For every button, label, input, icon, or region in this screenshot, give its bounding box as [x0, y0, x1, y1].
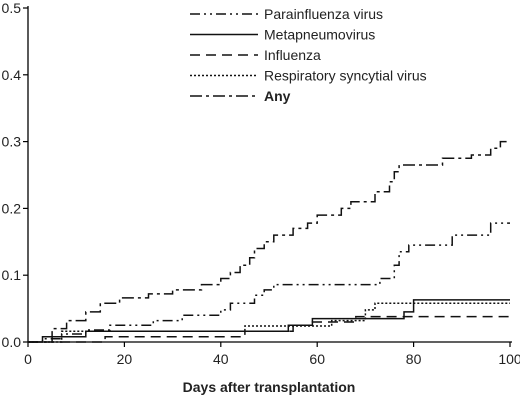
y-tick-label: 0.1	[2, 267, 22, 283]
y-tick-label: 0.4	[2, 67, 22, 83]
legend-label-parainfluenza-virus: Parainfluenza virus	[264, 6, 383, 22]
x-tick-label: 40	[213, 351, 229, 367]
series-line-any	[28, 140, 510, 343]
series-group	[28, 140, 510, 343]
series-line-respiratory-syncytial-virus	[28, 302, 510, 343]
y-tick-label: 0.2	[2, 200, 22, 216]
x-axis-title: Days after transplantation	[183, 379, 356, 395]
legend-label-influenza: Influenza	[264, 47, 321, 63]
y-tick-label: 0.0	[2, 334, 22, 350]
y-tick-label: 0.3	[2, 134, 22, 150]
x-tick-label: 0	[24, 351, 32, 367]
legend-label-respiratory-syncytial-virus: Respiratory syncytial virus	[264, 68, 427, 84]
x-tick-label: 60	[309, 351, 325, 367]
x-tick-label: 80	[406, 351, 422, 367]
y-tick-label: 0.5	[2, 0, 22, 16]
series-line-influenza	[28, 315, 510, 343]
series-line-parainfluenza-virus	[28, 222, 510, 343]
legend: Parainfluenza virus Metapneumovirus Influe…	[190, 6, 427, 104]
legend-label-any: Any	[264, 88, 291, 104]
axes: 0.0 0.1 0.2 0.3 0.4 0.5 0 20 40 60 80 100	[2, 0, 520, 367]
x-tick-label: 100	[498, 351, 520, 367]
x-tick-label: 20	[117, 351, 133, 367]
legend-label-metapneumovirus: Metapneumovirus	[264, 27, 375, 43]
